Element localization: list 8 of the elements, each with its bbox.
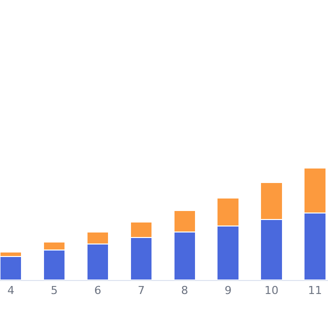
- x-tick-label: 8: [181, 284, 188, 298]
- x-tick-label: 9: [224, 284, 232, 298]
- x-tick-label: 6: [94, 284, 102, 298]
- x-tick-label: 5: [50, 284, 58, 298]
- x-tick-label: 4: [7, 284, 14, 298]
- x-tick-label: 10: [264, 284, 279, 298]
- x-tick-label: 7: [138, 284, 145, 298]
- x-tick-label: 11: [308, 284, 322, 298]
